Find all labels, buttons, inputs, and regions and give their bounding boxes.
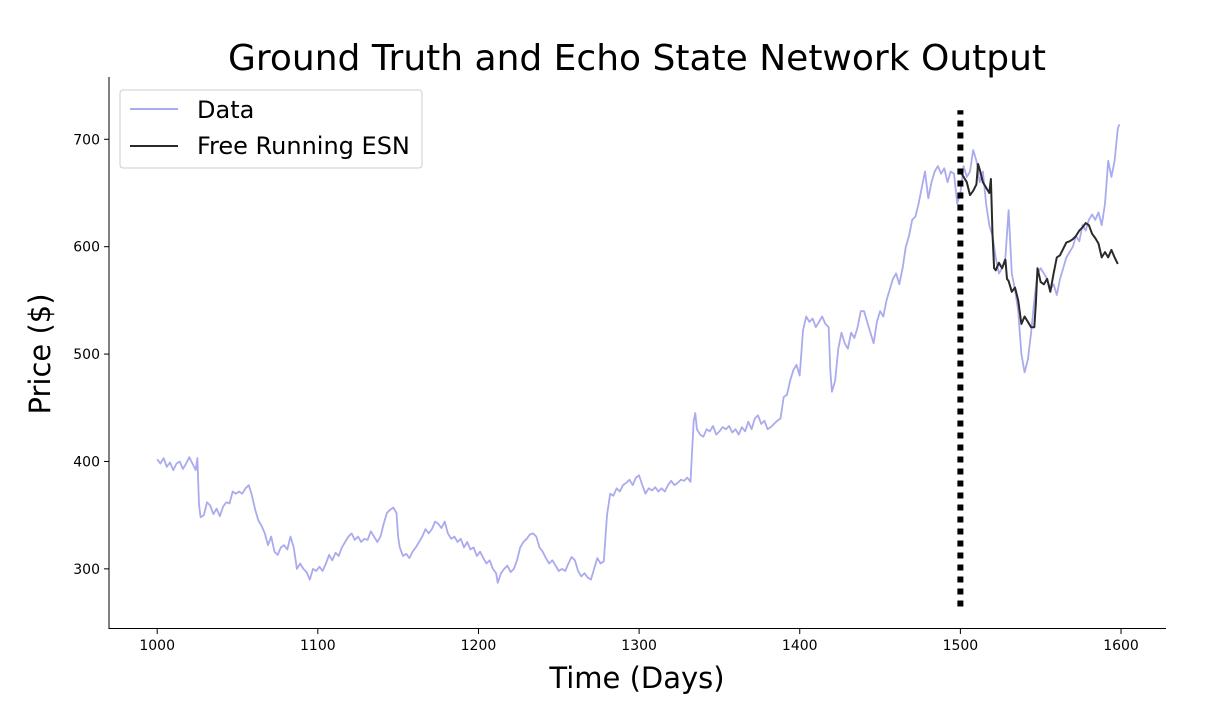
x-tick-label: 1600 — [1103, 638, 1139, 654]
x-tick-label: 1100 — [300, 638, 336, 654]
y-tick-label: 300 — [73, 562, 100, 578]
legend-box — [119, 89, 423, 169]
plot-area — [156, 110, 1121, 607]
x-tick-label: 1200 — [461, 638, 497, 654]
x-axis-label: Time (Days) — [548, 661, 724, 695]
y-tick-label: 700 — [73, 132, 100, 148]
x-tick-label: 1000 — [139, 638, 175, 654]
chart-title: Ground Truth and Echo State Network Outp… — [228, 38, 1046, 79]
y-ticks: 300 400 500 600 700 — [73, 132, 109, 578]
x-tick-label: 1400 — [782, 638, 818, 654]
y-tick-label: 500 — [73, 347, 100, 363]
y-axis-label: Price ($) — [23, 293, 57, 414]
x-tick-label: 1300 — [621, 638, 657, 654]
series-line-esn — [959, 163, 1119, 329]
legend: Data Free Running ESN — [119, 89, 423, 169]
legend-label-esn: Free Running ESN — [197, 132, 410, 160]
x-ticks: 1000 1100 1200 1300 1400 1500 1600 — [139, 629, 1139, 654]
y-tick-label: 400 — [73, 454, 100, 470]
y-tick-label: 600 — [73, 240, 100, 256]
x-tick-label: 1500 — [943, 638, 979, 654]
legend-label-data: Data — [197, 96, 254, 124]
series-line-data — [156, 123, 1121, 584]
